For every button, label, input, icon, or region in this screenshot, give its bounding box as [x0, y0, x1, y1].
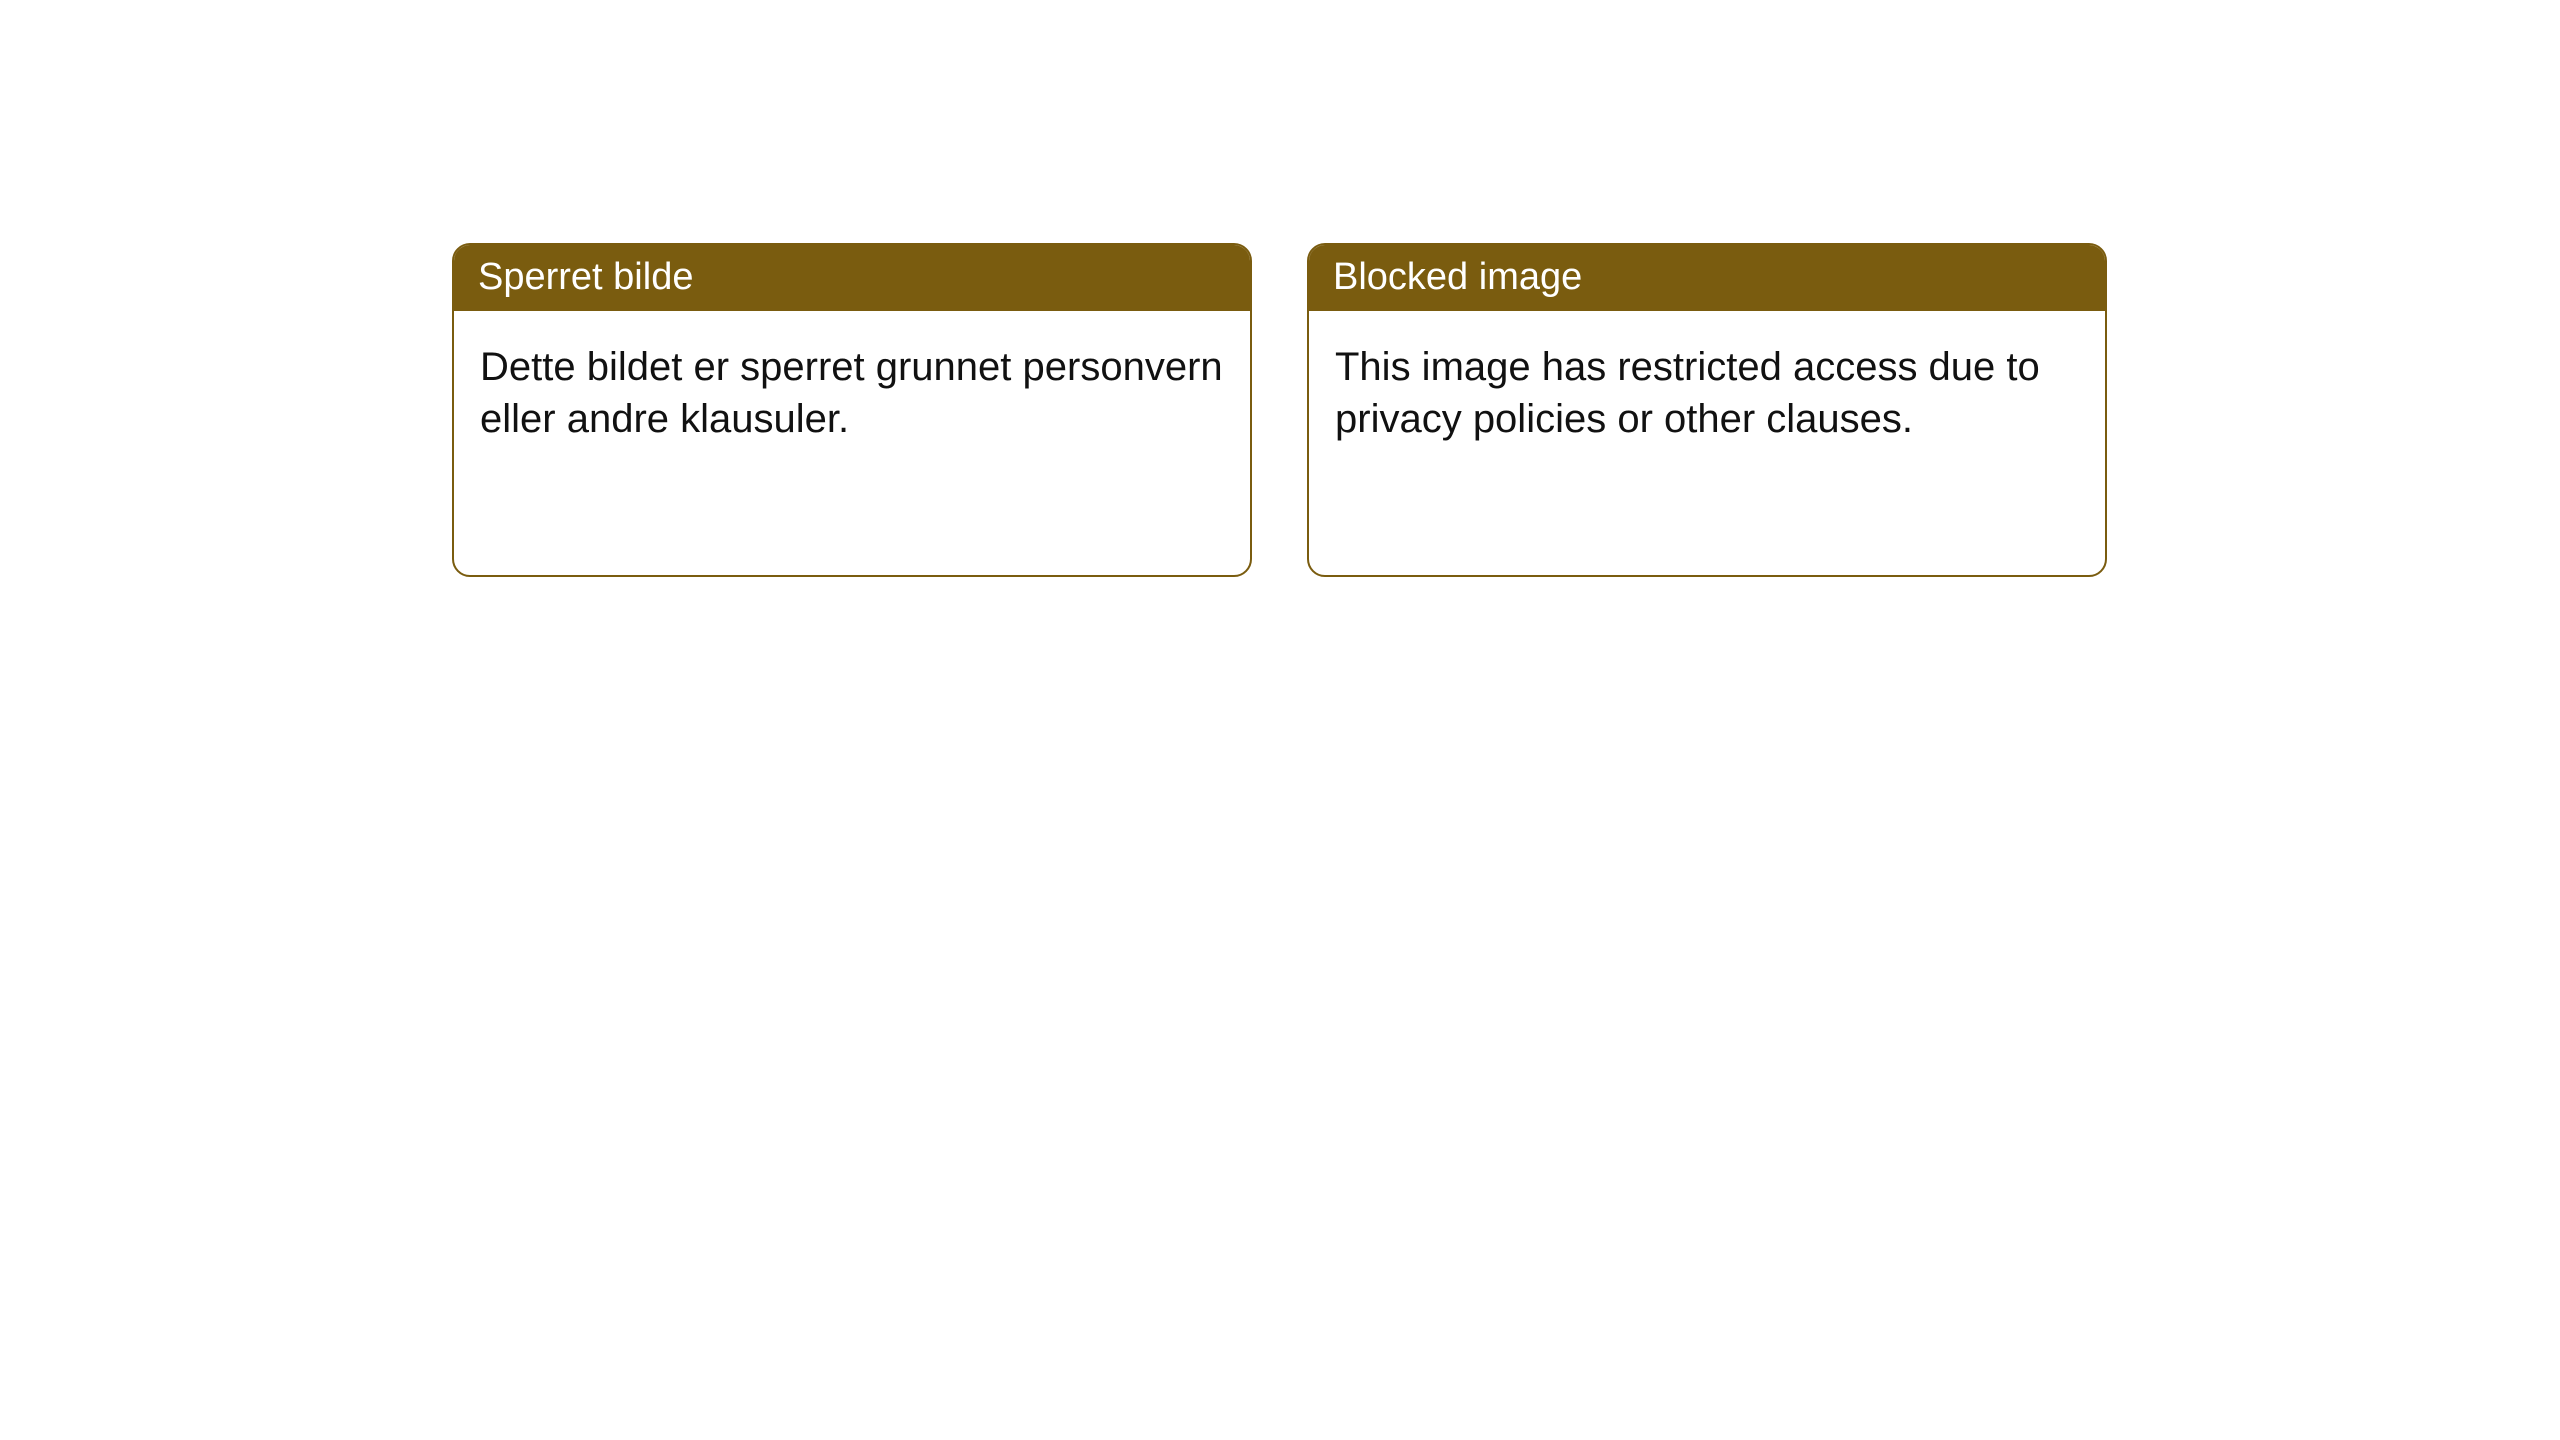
card-header: Sperret bilde: [454, 245, 1250, 311]
notice-cards-container: Sperret bilde Dette bildet er sperret gr…: [452, 243, 2107, 577]
card-header-text: Blocked image: [1333, 256, 1582, 298]
card-header: Blocked image: [1309, 245, 2105, 311]
notice-card-norwegian: Sperret bilde Dette bildet er sperret gr…: [452, 243, 1252, 577]
card-body-text: This image has restricted access due to …: [1335, 345, 2040, 441]
card-body: Dette bildet er sperret grunnet personve…: [454, 311, 1250, 475]
notice-card-english: Blocked image This image has restricted …: [1307, 243, 2107, 577]
card-body-text: Dette bildet er sperret grunnet personve…: [480, 345, 1223, 441]
card-body: This image has restricted access due to …: [1309, 311, 2105, 475]
card-header-text: Sperret bilde: [478, 256, 693, 298]
